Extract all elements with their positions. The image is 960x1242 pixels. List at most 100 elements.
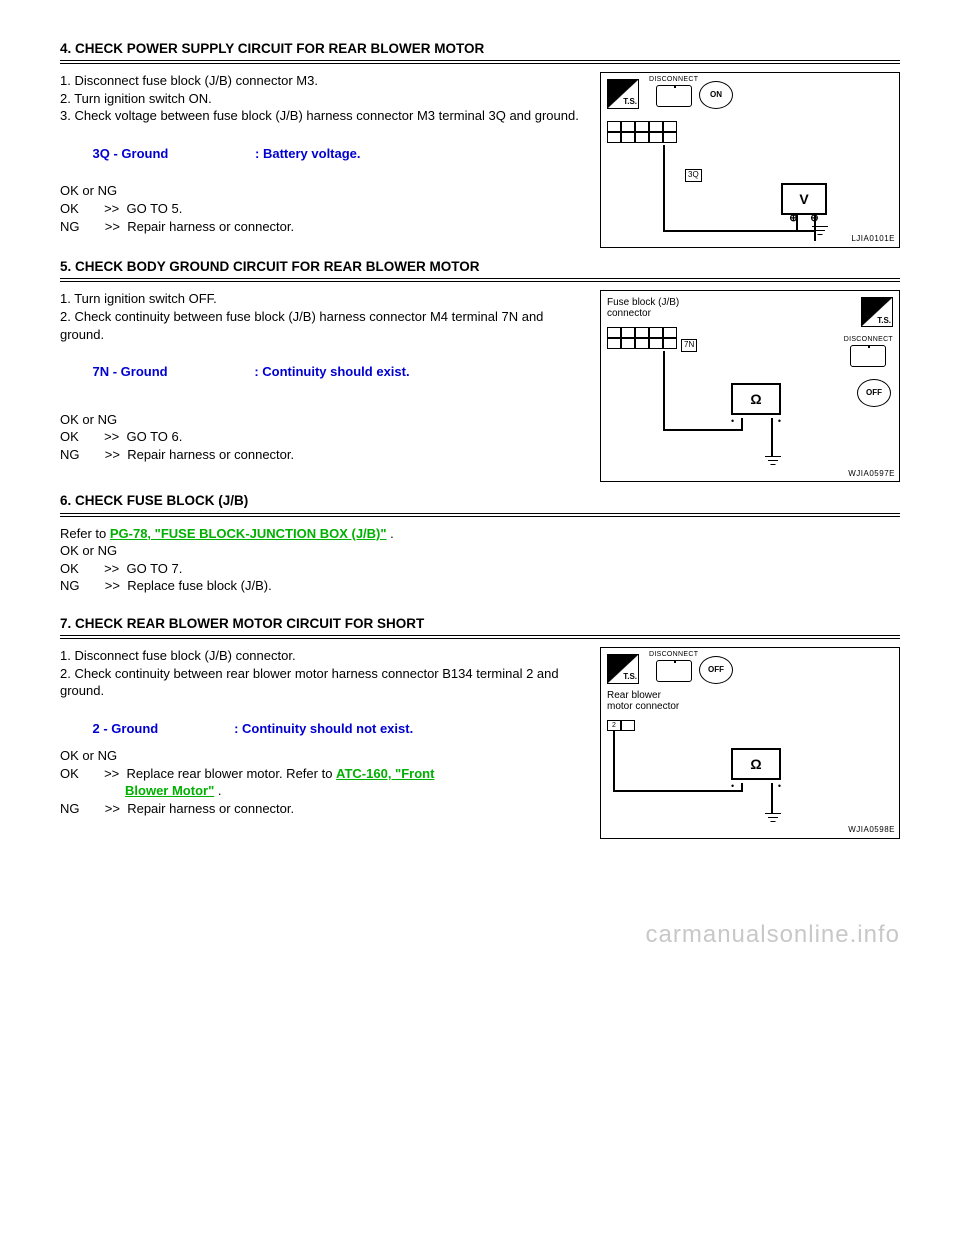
- voltmeter-icon: V ⊕⊖: [781, 183, 827, 215]
- step5-title: 5. CHECK BODY GROUND CIRCUIT FOR REAR BL…: [60, 258, 900, 276]
- ng-action: Repair harness or connector.: [127, 447, 294, 462]
- divider: [60, 60, 900, 61]
- ohmmeter-icon: Ω: [731, 383, 781, 415]
- okng-label: OK or NG: [60, 747, 588, 765]
- connector-small: 2: [607, 720, 635, 731]
- step4-line2: 2. Turn ignition switch ON.: [60, 90, 588, 108]
- divider: [60, 513, 900, 514]
- figure-id: WJIA0598E: [848, 825, 895, 836]
- ng-action: Repair harness or connector.: [127, 801, 294, 816]
- ok-action: GO TO 6.: [127, 429, 183, 444]
- spec-left: 7N - Ground: [93, 364, 168, 379]
- ground-icon: [811, 226, 829, 241]
- step7-figure: T.S. DISCONNECT OFF Rear blowermotor con…: [600, 647, 900, 839]
- ok-row: OK >> GO TO 5.: [60, 200, 588, 218]
- ng-label: NG: [60, 447, 80, 462]
- ng-label: NG: [60, 219, 80, 234]
- ok-label: OK: [60, 561, 79, 576]
- divider: [60, 638, 900, 639]
- step5-spec: 7N - Ground : Continuity should exist.: [60, 363, 588, 381]
- step7-line1: 1. Disconnect fuse block (J/B) connector…: [60, 647, 588, 665]
- ref-link[interactable]: ATC-160, "Front: [336, 766, 434, 781]
- step6-body: Refer to PG-78, "FUSE BLOCK-JUNCTION BOX…: [60, 525, 900, 595]
- divider: [60, 516, 900, 517]
- ground-icon: [764, 813, 782, 828]
- ok-label: OK: [60, 201, 79, 216]
- disconnect-label: DISCONNECT: [649, 75, 698, 84]
- ng-action: Repair harness or connector.: [127, 219, 294, 234]
- step4-text: 1. Disconnect fuse block (J/B) connector…: [60, 72, 588, 248]
- probe-line: [613, 730, 615, 790]
- step5-figure: Fuse block (J/B)connector T.S. DISCONNEC…: [600, 290, 900, 482]
- off-icon: OFF: [857, 379, 891, 407]
- step4-line1: 1. Disconnect fuse block (J/B) connector…: [60, 72, 588, 90]
- okng-label: OK or NG: [60, 411, 588, 429]
- ts-icon: T.S.: [607, 79, 639, 109]
- watermark: carmanualsonline.info: [60, 919, 900, 951]
- step5-line1: 1. Turn ignition switch OFF.: [60, 290, 588, 308]
- divider: [60, 278, 900, 279]
- ts-icon: T.S.: [861, 297, 893, 327]
- spec-right: : Continuity should exist.: [254, 364, 409, 379]
- terminal-tag: 7N: [681, 339, 697, 352]
- step5-text: 1. Turn ignition switch OFF. 2. Check co…: [60, 290, 588, 482]
- ok-label: OK: [60, 766, 79, 781]
- ref-link[interactable]: PG-78, "FUSE BLOCK-JUNCTION BOX (J/B)": [110, 526, 387, 541]
- spec-right: : Continuity should not exist.: [234, 721, 413, 736]
- divider: [60, 635, 900, 636]
- ts-icon: T.S.: [607, 654, 639, 684]
- ng-row: NG >> Repair harness or connector.: [60, 800, 588, 818]
- okng-label: OK or NG: [60, 182, 588, 200]
- step7-spec: 2 - Ground : Continuity should not exist…: [60, 720, 588, 738]
- ok-action: GO TO 5.: [127, 201, 183, 216]
- disconnect-icon: [850, 345, 886, 367]
- connector-grid: [607, 327, 677, 349]
- ref-link[interactable]: Blower Motor": [125, 783, 214, 798]
- ng-row: NG >> Repair harness or connector.: [60, 218, 588, 236]
- step4-figure: T.S. DISCONNECT ON 3Q: [600, 72, 900, 248]
- ohmmeter-icon: Ω: [731, 748, 781, 780]
- step7-text: 1. Disconnect fuse block (J/B) connector…: [60, 647, 588, 839]
- step5-line2: 2. Check continuity between fuse block (…: [60, 308, 588, 343]
- spec-right: : Battery voltage.: [255, 146, 360, 161]
- spec-left: 3Q - Ground: [93, 146, 169, 161]
- fuse-block-label: Fuse block (J/B)connector: [607, 297, 679, 319]
- rear-blower-label: Rear blowermotor connector: [607, 690, 679, 712]
- step7-title: 7. CHECK REAR BLOWER MOTOR CIRCUIT FOR S…: [60, 615, 900, 633]
- figure-id: LJIA0101E: [851, 234, 895, 245]
- ok-action-text: Replace rear blower motor. Refer to: [127, 766, 337, 781]
- disconnect-icon: [656, 660, 692, 682]
- step4-body: 1. Disconnect fuse block (J/B) connector…: [60, 72, 900, 248]
- connector-grid: [607, 121, 677, 143]
- ok-label: OK: [60, 429, 79, 444]
- ok-row: OK >> GO TO 7.: [60, 560, 900, 578]
- ok-row: OK >> GO TO 6.: [60, 428, 588, 446]
- step4-spec: 3Q - Ground : Battery voltage.: [60, 145, 588, 163]
- divider: [60, 281, 900, 282]
- terminal-tag: 3Q: [685, 169, 702, 182]
- step4-title: 4. CHECK POWER SUPPLY CIRCUIT FOR REAR B…: [60, 40, 900, 58]
- ng-row: NG >> Repair harness or connector.: [60, 446, 588, 464]
- spec-left: 2 - Ground: [93, 721, 159, 736]
- on-icon: ON: [699, 81, 733, 109]
- disconnect-label: DISCONNECT: [649, 650, 698, 659]
- probe-line: [663, 351, 665, 429]
- step4-line3: 3. Check voltage between fuse block (J/B…: [60, 107, 588, 125]
- divider: [60, 63, 900, 64]
- okng-label: OK or NG: [60, 542, 900, 560]
- ng-label: NG: [60, 578, 80, 593]
- disconnect-icon: [656, 85, 692, 107]
- step5-body: 1. Turn ignition switch OFF. 2. Check co…: [60, 290, 900, 482]
- step7-line2: 2. Check continuity between rear blower …: [60, 665, 588, 700]
- ground-icon: [764, 456, 782, 471]
- off-icon: OFF: [699, 656, 733, 684]
- disconnect-label: DISCONNECT: [844, 335, 893, 344]
- step7-body: 1. Disconnect fuse block (J/B) connector…: [60, 647, 900, 839]
- ok-row: OK >> Replace rear blower motor. Refer t…: [60, 765, 588, 800]
- ng-action: Replace fuse block (J/B).: [127, 578, 272, 593]
- step6-line1: Refer to PG-78, "FUSE BLOCK-JUNCTION BOX…: [60, 525, 900, 543]
- step6-title: 6. CHECK FUSE BLOCK (J/B): [60, 492, 900, 510]
- ng-label: NG: [60, 801, 80, 816]
- figure-id: WJIA0597E: [848, 469, 895, 480]
- probe-line: [663, 145, 665, 205]
